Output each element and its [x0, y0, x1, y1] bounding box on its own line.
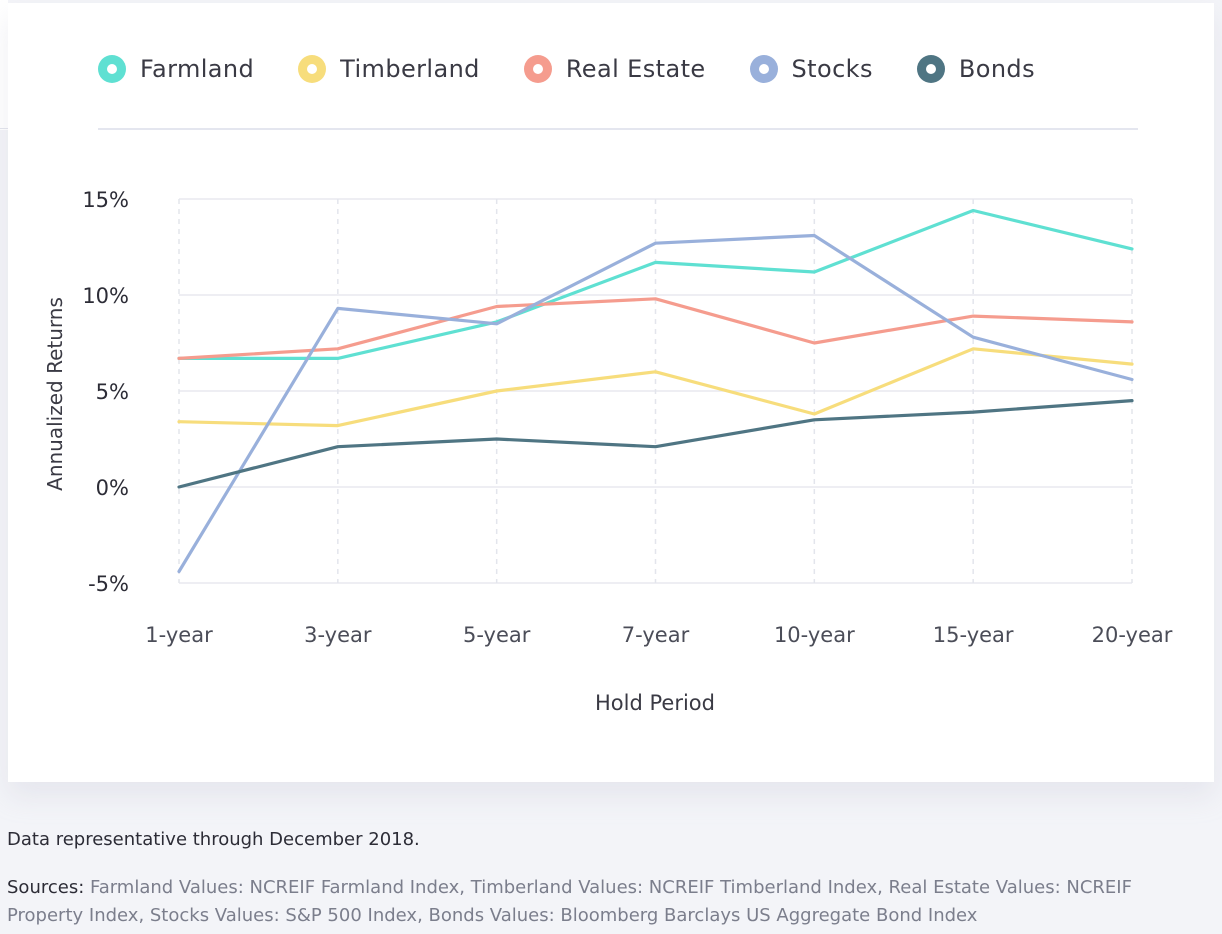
x-tick-label: 3-year [304, 623, 372, 647]
legend-dot-icon [916, 55, 945, 83]
legend-item-bonds[interactable]: Bonds [916, 55, 1035, 83]
legend-label: Real Estate [565, 55, 706, 83]
series-line-bonds[interactable] [177, 399, 1134, 489]
y-tick-label: 5% [96, 380, 129, 404]
x-tick-label: 15-year [933, 623, 1014, 647]
series-line-stocks[interactable] [177, 233, 1134, 574]
x-axis-title: Hold Period [595, 691, 715, 715]
legend-label: Timberland [340, 55, 480, 83]
sources-text: Sources: Farmland Values: NCREIF Farmlan… [7, 874, 1207, 930]
y-axis-title: Annualized Returns [43, 297, 67, 491]
legend-label: Stocks [791, 55, 873, 83]
legend-dot-icon [749, 55, 778, 83]
axis-ticks: 15% 10% 5% 0% -5% 1-year 3-year 5-year 7-year 10-… [82, 188, 1172, 647]
data-note: Data representative through December 201… [7, 829, 420, 850]
x-tick-label: 10-year [774, 623, 855, 647]
sources-list: Farmland Values: NCREIF Farmland Index, … [7, 877, 1132, 926]
x-tick-label: 7-year [622, 623, 690, 647]
series-line-farmland[interactable] [177, 208, 1134, 360]
series-line-timberland[interactable] [177, 347, 1134, 428]
legend-item-farmland[interactable]: Farmland [98, 55, 254, 83]
y-tick-label: 15% [82, 188, 129, 212]
legend-dot-icon [523, 55, 552, 83]
legend-label: Bonds [958, 55, 1035, 83]
y-tick-label: 0% [96, 476, 129, 500]
series-lines [177, 208, 1134, 574]
legend-dot-icon [298, 55, 327, 83]
legend-label: Farmland [140, 55, 255, 83]
legend-item-real-estate[interactable]: Real Estate [523, 55, 706, 83]
background-panel [0, 0, 8, 130]
legend-item-stocks[interactable]: Stocks [749, 55, 873, 83]
sources-label: Sources: [7, 877, 85, 898]
legend-item-timberland[interactable]: Timberland [298, 55, 480, 83]
line-chart: 15% 10% 5% 0% -5% 1-year 3-year 5-year 7-year 10-… [43, 188, 1173, 715]
background-divider [0, 128, 8, 129]
x-tick-label: 1-year [145, 623, 213, 647]
x-tick-label: 5-year [463, 623, 531, 647]
chart-legend: Farmland Timberland Real Estate Stocks B… [98, 49, 1079, 89]
chart-card: Farmland Timberland Real Estate Stocks B… [8, 3, 1214, 782]
x-tick-label: 20-year [1092, 623, 1173, 647]
series-line-real-estate[interactable] [177, 297, 1134, 360]
grid-lines [178, 198, 1133, 584]
legend-divider [98, 128, 1138, 130]
y-tick-label: 10% [82, 284, 129, 308]
y-tick-label: -5% [88, 572, 129, 596]
legend-dot-icon [98, 55, 126, 83]
